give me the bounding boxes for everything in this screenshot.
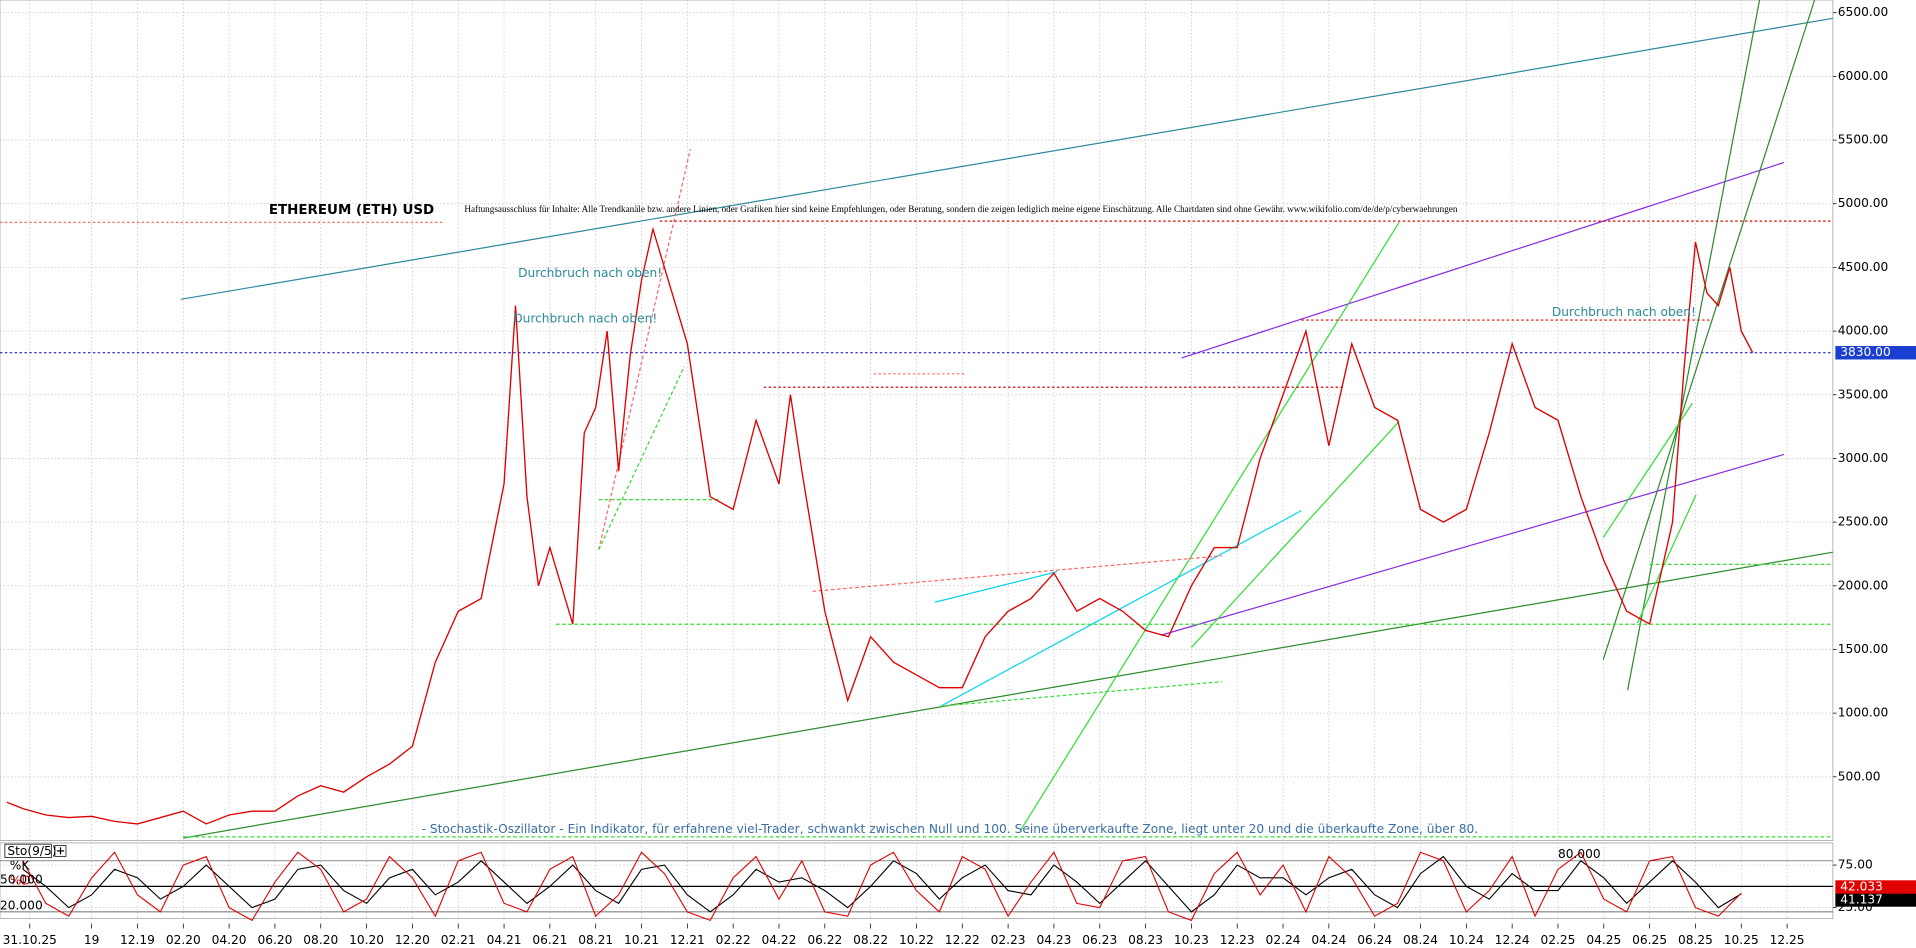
value-label: 41.137 — [1840, 892, 1883, 906]
x-tick-label: 10.22 — [899, 933, 934, 947]
x-tick-label: 04.20 — [212, 933, 247, 947]
trend-line — [934, 571, 1058, 603]
x-tick-label: 19 — [84, 933, 100, 947]
chart-title: ETHEREUM (ETH) USD — [269, 203, 434, 218]
trend-line — [812, 555, 1222, 592]
annotation: Durchbruch nach oben! — [1552, 305, 1696, 319]
x-tick-label: 12.25 — [1770, 933, 1805, 947]
trend-line — [1602, 402, 1693, 538]
x-tick-label: 02.24 — [1266, 933, 1301, 947]
level-label: 20.000 — [0, 898, 43, 912]
x-tick-label: 06.21 — [532, 933, 567, 947]
trend-line — [940, 681, 1222, 707]
value-label-box — [1835, 880, 1916, 894]
x-tick-label: 08.23 — [1128, 933, 1163, 947]
x-tick-label: 12.20 — [395, 933, 430, 947]
x-tick-label: 08.25 — [1678, 933, 1713, 947]
disclaimer: Haftungsausschluss für Inhalte: Alle Tre… — [464, 204, 1458, 214]
trend-line — [1160, 453, 1785, 636]
legend-entry: %D — [10, 873, 31, 887]
y-tick-label: 1500.00 — [1838, 642, 1888, 656]
x-tick-label: 12.23 — [1220, 933, 1255, 947]
x-tick-label: 10.20 — [349, 933, 384, 947]
x-tick-label: 06.23 — [1082, 933, 1117, 947]
indicator-box — [4, 843, 52, 858]
x-tick-label: 02.20 — [166, 933, 201, 947]
value-label: 42.033 — [1840, 880, 1883, 894]
trend-line — [1190, 421, 1400, 648]
y-tick-label: 3000.00 — [1838, 451, 1888, 465]
x-tick-label: 06.22 — [807, 933, 842, 947]
trend-line — [598, 366, 685, 551]
x-tick-label: 08.21 — [578, 933, 613, 947]
level-label: 80.000 — [1558, 847, 1601, 861]
trend-line — [180, 17, 1834, 300]
legend-entry: %K — [10, 859, 31, 873]
x-tick-label: 08.24 — [1403, 933, 1438, 947]
y-tick-label: 6000.00 — [1838, 69, 1888, 83]
x-tick-label: 02.22 — [716, 933, 751, 947]
y-tick-label: 2000.00 — [1838, 578, 1888, 592]
x-tick-label: 10.25 — [1724, 933, 1759, 947]
y-tick-label: 5000.00 — [1838, 196, 1888, 210]
trend-line — [183, 551, 1834, 839]
x-tick-label: 06.20 — [257, 933, 292, 947]
trend-lines — [0, 0, 1834, 839]
y-tick-label: 5500.00 — [1838, 133, 1888, 147]
x-tick-label: 31.10.25 — [3, 933, 57, 947]
x-tick-label: 04.24 — [1311, 933, 1346, 947]
y-tick-label: 4500.00 — [1838, 260, 1888, 274]
x-tick-label: 10.23 — [1174, 933, 1209, 947]
y-tick-label: 1000.00 — [1838, 706, 1888, 720]
level-label: 50.000 — [0, 873, 43, 887]
value-label: 3830.00 — [1840, 345, 1890, 359]
x-tick-label: 04.22 — [762, 933, 797, 947]
trend-line — [1627, 0, 1761, 691]
indicator-title: Sto(9/5) — [7, 844, 56, 858]
trend-line — [1019, 222, 1400, 832]
trend-line — [1181, 161, 1785, 359]
y-tick-label: 3500.00 — [1838, 387, 1888, 401]
x-tick-label: 04.25 — [1586, 933, 1621, 947]
value-label-box — [1835, 893, 1916, 907]
x-tick-label: 12.19 — [120, 933, 155, 947]
annotation: Durchbruch nach oben! — [518, 266, 662, 280]
x-tick-label: 08.20 — [303, 933, 338, 947]
x-tick-label: 06.24 — [1357, 933, 1392, 947]
x-tick-label: 04.21 — [487, 933, 522, 947]
x-tick-label: 12.21 — [670, 933, 705, 947]
price-line — [6, 226, 1754, 825]
y-tick-label: 6500.00 — [1838, 5, 1888, 19]
trend-line — [1636, 494, 1697, 624]
x-tick-label: 10.21 — [624, 933, 659, 947]
annotation: - Stochastik-Oszillator - Ein Indikator,… — [422, 822, 1479, 836]
trend-line — [598, 148, 691, 550]
y-tick-label: 500.00 — [1838, 769, 1881, 783]
grid — [0, 0, 1833, 919]
trend-line — [940, 510, 1302, 707]
y-tick-label: 75.00 — [1838, 858, 1873, 872]
oscillator-line — [22, 851, 1742, 922]
x-tick-label: 04.23 — [1036, 933, 1071, 947]
trend-line — [1602, 0, 1816, 660]
x-tick-label: 10.24 — [1449, 933, 1484, 947]
x-tick-label: 02.23 — [991, 933, 1026, 947]
x-tick-label: 02.21 — [441, 933, 476, 947]
annotation: Durchbruch nach oben! — [513, 311, 657, 325]
x-tick-label: 06.25 — [1632, 933, 1667, 947]
marks — [6, 226, 1754, 922]
plus-icon — [56, 847, 65, 855]
x-tick-label: 08.22 — [853, 933, 888, 947]
x-tick-label: 02.25 — [1541, 933, 1576, 947]
y-tick-label: 2500.00 — [1838, 515, 1888, 529]
oscillator-line — [22, 855, 1742, 913]
value-label-box — [1835, 346, 1916, 360]
x-tick-label: 12.22 — [945, 933, 980, 947]
x-tick-label: 12.24 — [1495, 933, 1530, 947]
y-tick-label: 4000.00 — [1838, 324, 1888, 338]
